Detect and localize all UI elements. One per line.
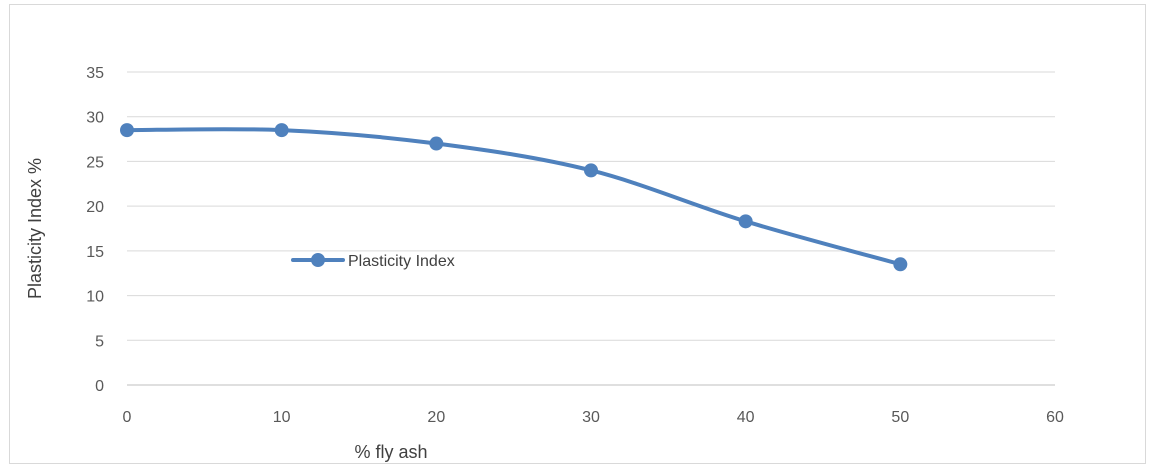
- gridlines: [127, 71, 1055, 386]
- data-point-x40: [738, 214, 753, 229]
- y-tick-label: 20: [86, 199, 104, 216]
- y-tick-label: 15: [86, 244, 104, 261]
- y-tick-label: 25: [86, 154, 104, 171]
- y-axis-title: Plasticity Index %: [25, 158, 45, 299]
- data-point-x20: [429, 136, 444, 151]
- series-line: [125, 127, 903, 267]
- data-point-x30: [584, 163, 598, 178]
- legend: Plasticity Index: [291, 253, 455, 270]
- series-plasticity-index: [120, 123, 908, 272]
- x-axis-title: % fly ash: [354, 442, 427, 462]
- legend-label: Plasticity Index: [348, 253, 455, 270]
- x-tick-label: 0: [123, 409, 132, 426]
- data-point-x0: [120, 123, 134, 138]
- data-point-x50: [893, 257, 908, 272]
- x-axis-ticks: 0 10 20 30 40 50 60: [123, 409, 1064, 426]
- y-axis-ticks: 0 5 10 15 20 25 30 35: [86, 65, 104, 395]
- y-tick-label: 10: [86, 289, 104, 306]
- y-tick-label: 35: [86, 65, 104, 82]
- x-tick-label: 40: [737, 409, 755, 426]
- x-tick-label: 10: [273, 409, 291, 426]
- chart-frame: [9, 4, 1146, 464]
- x-tick-label: 50: [891, 409, 909, 426]
- x-tick-label: 60: [1046, 409, 1064, 426]
- y-tick-label: 30: [86, 110, 104, 127]
- legend-point-marker: [311, 253, 325, 267]
- data-point-x10: [274, 123, 289, 138]
- y-tick-label: 0: [95, 378, 104, 395]
- x-tick-label: 20: [427, 409, 445, 426]
- x-tick-label: 30: [582, 409, 600, 426]
- y-tick-label: 5: [95, 333, 104, 350]
